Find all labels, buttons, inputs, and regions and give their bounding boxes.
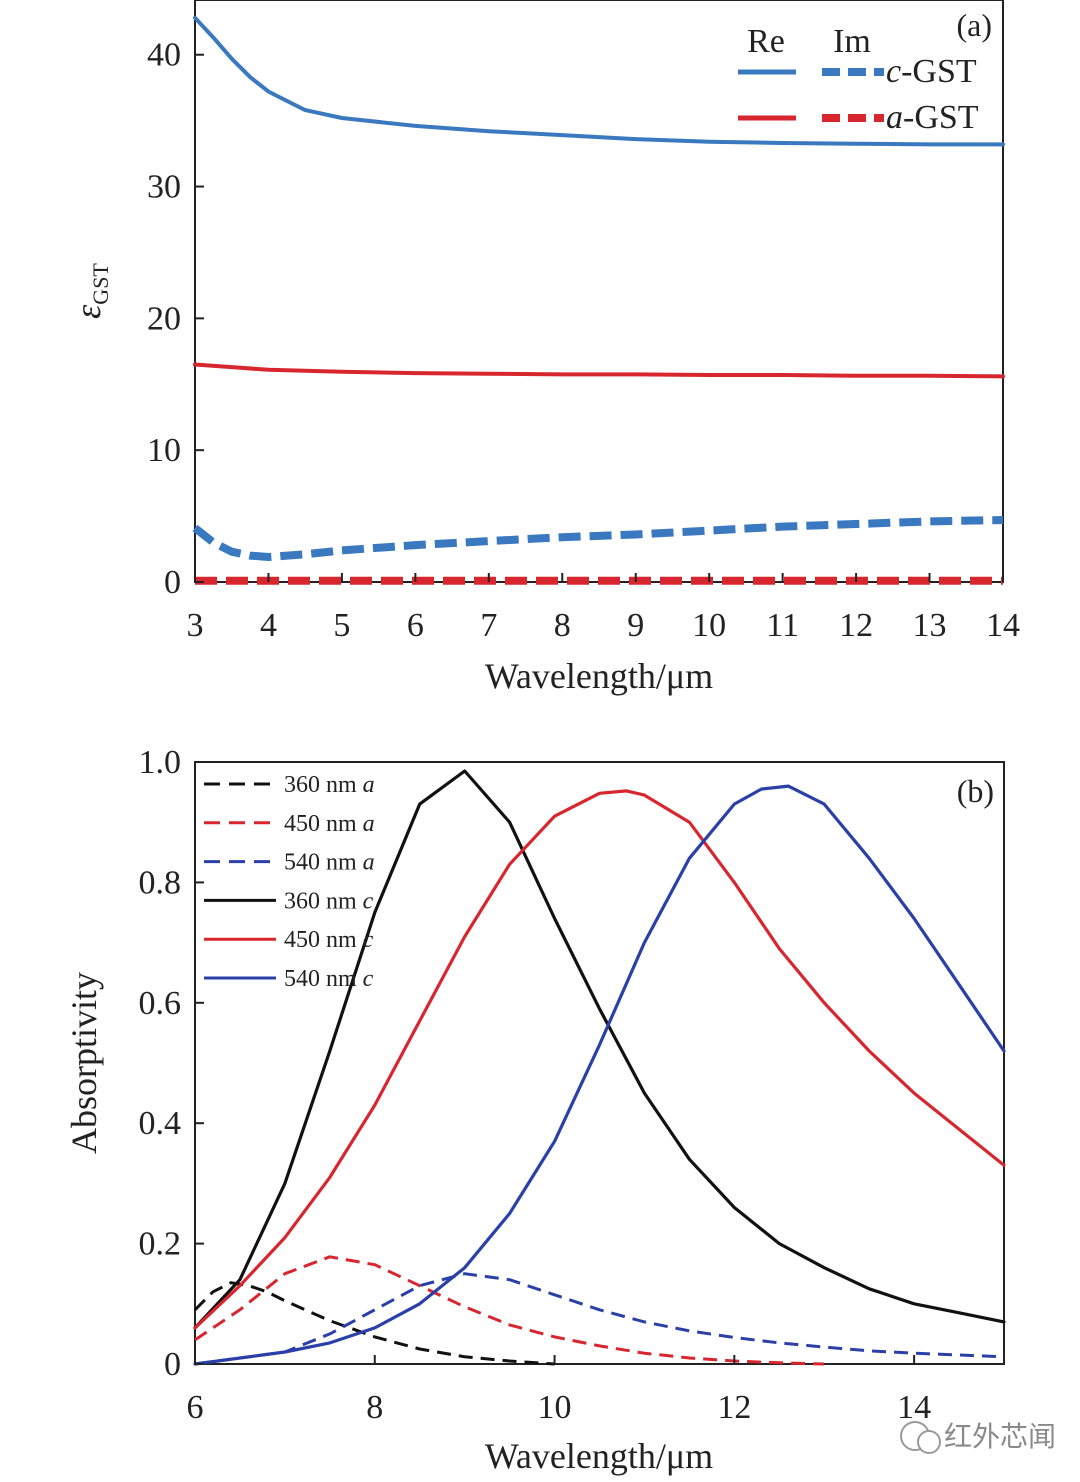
b-xtick-label-10: 10 — [538, 1389, 572, 1426]
a-xtick-label-7: 7 — [480, 607, 497, 644]
panel-a: 0 10 20 30 40 3 4 5 6 7 8 9 10 11 12 13 14 Wavelength/μ… — [68, 0, 1020, 696]
wechat-icon-bubble — [917, 1430, 941, 1454]
b-series-360-nm-c — [193, 769, 1006, 1330]
watermark: 红外芯闻 — [900, 1420, 1056, 1454]
b-ytick-label-0: 0 — [164, 1346, 181, 1383]
a-xtick-label-6: 6 — [407, 607, 424, 644]
b-series-450-nm-c — [193, 789, 1006, 1330]
panel-b-series-group — [193, 769, 1006, 1366]
panel-a-ylabel-symbol: ε — [68, 304, 108, 319]
legend-col-im: Im — [833, 23, 871, 60]
panel-a-xlabel: Wavelength/μm — [485, 656, 713, 696]
a-ytick-label-0: 0 — [164, 564, 181, 601]
a-xtick-label-3: 3 — [187, 607, 204, 644]
panel-b-legend: 360 nm a 450 nm a 540 nm a 360 nm c 450 nm c… — [204, 772, 375, 992]
legend-b-label-1: 450 nm a — [284, 811, 375, 837]
b-series-450-nm-a — [194, 1255, 825, 1366]
a-xtick-label-10: 10 — [692, 607, 726, 644]
b-ytick-label-0-2: 0.2 — [139, 1226, 182, 1263]
panel-a-y-ticks: 0 10 20 30 40 — [147, 37, 204, 601]
panel-a-legend: Re Im c-GST a-GST — [738, 23, 979, 136]
b-series-540-nm-a — [194, 1272, 1005, 1366]
a-ytick-label-30: 30 — [147, 169, 181, 206]
a-series-re-c-gst — [193, 15, 1005, 147]
a-xtick-label-13: 13 — [913, 607, 947, 644]
b-xtick-label-12: 12 — [717, 1389, 751, 1426]
a-ytick-label-20: 20 — [147, 300, 181, 337]
b-xtick-label-8: 8 — [366, 1389, 383, 1426]
legend-b-label-3: 360 nm c — [284, 888, 374, 914]
panel-a-label: (a) — [956, 7, 992, 43]
a-series-im-c-gst — [192, 516, 1004, 561]
b-ytick-label-0-4: 0.4 — [139, 1105, 182, 1142]
a-xtick-label-9: 9 — [627, 607, 644, 644]
legend-b-label-0: 360 nm a — [284, 772, 375, 798]
a-xtick-label-12: 12 — [839, 607, 873, 644]
legend-b-label-5: 540 nm c — [284, 966, 374, 992]
a-xtick-label-14: 14 — [986, 607, 1020, 644]
legend-b-label-2: 540 nm a — [284, 850, 375, 876]
a-xtick-label-5: 5 — [333, 607, 350, 644]
b-xtick-label-6: 6 — [187, 1389, 204, 1426]
a-series-re-a-gst — [193, 362, 1005, 379]
panel-b-label: (b) — [957, 773, 994, 809]
b-xtick-label-14: 14 — [897, 1389, 931, 1426]
legend-b-label-4: 450 nm c — [284, 927, 374, 953]
b-ytick-label-0-6: 0.6 — [139, 985, 182, 1022]
panel-a-ylabel: εGST — [68, 263, 113, 319]
panel-b-frame — [194, 761, 1005, 1365]
panel-a-series-group — [192, 15, 1005, 585]
panel-b-y-ticks: 0 0.2 0.4 0.6 0.8 1.0 — [139, 744, 204, 1383]
b-series-540-nm-c — [193, 784, 1006, 1366]
legend-a-c-label: c-GST — [886, 53, 977, 90]
a-ytick-label-40: 40 — [147, 37, 181, 74]
panel-a-ylabel-sub: GST — [88, 263, 113, 305]
watermark-text: 红外芯闻 — [944, 1420, 1056, 1453]
panel-b-x-ticks: 6 8 10 12 14 — [187, 1355, 931, 1426]
b-series-360-nm-a — [193, 1281, 555, 1366]
legend-a-a-label: a-GST — [886, 99, 979, 136]
b-ytick-label-1-0: 1.0 — [139, 744, 182, 781]
panel-b-xlabel: Wavelength/μm — [485, 1436, 713, 1476]
panel-a-x-ticks: 3 4 5 6 7 8 9 10 11 12 13 14 — [187, 573, 1020, 644]
a-xtick-label-8: 8 — [554, 607, 571, 644]
svg-text:εGST: εGST — [68, 263, 113, 319]
panel-a-frame — [194, 0, 1004, 583]
legend-col-re: Re — [747, 23, 785, 60]
b-ytick-label-0-8: 0.8 — [139, 864, 182, 901]
a-xtick-label-11: 11 — [766, 607, 799, 644]
panel-b-ylabel: Absorptivity — [64, 972, 104, 1154]
a-xtick-label-4: 4 — [260, 607, 277, 644]
a-ytick-label-10: 10 — [147, 432, 181, 469]
panel-b: 00.20.40.60.81.0 6 8 10 12 14 Wavelength/μm … — [64, 744, 1006, 1476]
